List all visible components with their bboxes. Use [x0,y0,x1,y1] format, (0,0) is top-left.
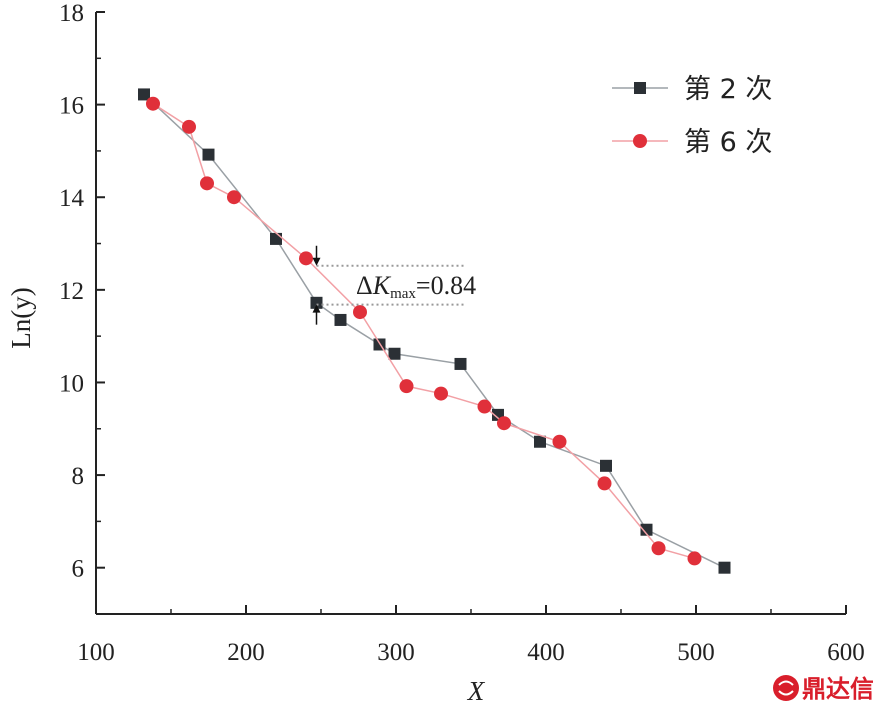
x-tick-label: 600 [827,639,865,666]
watermark-text: 鼎达信 [802,675,873,703]
fish-logo-icon [773,675,799,701]
arrow-up-icon [312,304,321,313]
y-tick-label: 8 [72,463,85,490]
data-point [388,347,401,360]
annotation-subscript: max [390,286,416,302]
x-ticks: 100 200 300 400 500 600 [77,605,865,666]
series-1 [138,88,731,574]
data-point [718,561,731,574]
data-point [687,551,702,566]
data-point [399,379,414,394]
annotation-delta: Δ [356,271,373,300]
annotation-symbol: K [372,271,392,300]
series-line [152,103,695,560]
data-point [552,434,567,449]
annotation: ΔKmax=0.84 [312,245,476,325]
data-point [640,523,653,536]
y-tick-label: 10 [59,370,84,397]
y-tick-label: 16 [59,93,84,120]
data-point [299,251,313,266]
data-point [477,399,492,414]
series-2 [146,96,702,566]
y-tick-label: 12 [59,278,84,305]
data-point [182,119,196,134]
data-point [270,232,282,245]
watermark: 鼎达信 [773,675,873,703]
legend: 第 2 次第 6 次 [612,74,772,158]
x-axis-title: X [467,676,486,706]
legend-label: 第 2 次 [684,74,772,105]
annotation-label: ΔKmax=0.84 [356,271,476,302]
data-point [227,190,241,205]
x-tick-label: 500 [677,639,715,666]
arrow-down-icon [312,257,321,266]
data-point [454,357,467,370]
series-line [143,93,725,569]
y-ticks: 6 8 10 12 14 16 18 [59,0,105,615]
annotation-value: =0.84 [416,271,476,300]
legend-item-1: 第 2 次 [612,74,772,105]
data-point [534,435,546,448]
x-tick-label: 400 [527,639,565,666]
data-point [497,416,511,431]
x-tick-label: 300 [377,639,415,666]
data-point [334,313,347,326]
data-point [597,476,612,491]
y-tick-label: 18 [59,0,84,27]
series-layer [138,88,731,574]
data-point [651,541,666,556]
data-point [202,148,215,161]
y-axis-title: Ln(y) [6,287,36,348]
data-point [600,459,612,472]
data-point [353,305,367,320]
data-point [138,88,150,101]
x-tick-label: 100 [77,639,115,666]
y-tick-label: 6 [72,556,85,583]
data-point [200,176,214,191]
data-point [434,386,448,401]
legend-marker [634,82,646,94]
y-tick-label: 14 [59,185,85,212]
legend-item-2: 第 6 次 [612,127,772,158]
data-point [146,96,160,111]
x-tick-label: 200 [227,639,265,666]
legend-marker [633,134,647,148]
data-point [310,296,323,309]
legend-label: 第 6 次 [684,127,772,158]
